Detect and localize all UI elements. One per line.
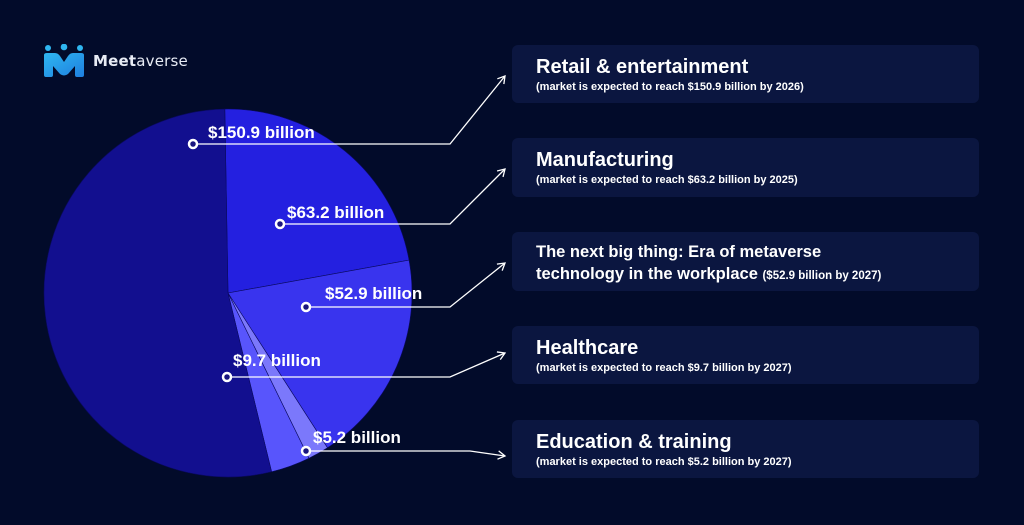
meetaverse-logo: Meetaverse	[43, 44, 188, 77]
pie-slice-0	[224, 108, 410, 294]
value-label: $150.9 billion	[208, 123, 315, 142]
logo-mark-icon	[44, 44, 84, 77]
value-label: $63.2 billion	[287, 203, 384, 222]
label-dot	[300, 445, 312, 457]
leader-line	[306, 262, 506, 308]
card-manufacturing: Manufacturing (market is expected to rea…	[512, 138, 979, 197]
leader-line	[193, 75, 506, 145]
card-subtitle: ($52.9 billion by 2027)	[762, 270, 882, 282]
card-title: Retail & entertainment	[536, 56, 749, 78]
leader-line	[306, 450, 506, 457]
value-label: $5.2 billion	[313, 428, 401, 447]
card-retail: Retail & entertainment (market is expect…	[512, 45, 979, 103]
label-dot	[274, 218, 286, 230]
label-dot	[187, 138, 199, 150]
arrowhead-icon	[497, 75, 506, 85]
card-education: Education & training (market is expected…	[512, 420, 979, 478]
card-subtitle: (market is expected to reach $9.7 billio…	[536, 362, 792, 374]
card-title: Manufacturing	[536, 149, 674, 171]
card-title: Education & training	[536, 431, 732, 453]
arrowhead-icon	[496, 168, 506, 178]
value-label: $9.7 billion	[233, 351, 321, 370]
card-subtitle: (market is expected to reach $150.9 bill…	[536, 81, 804, 93]
arrowhead-icon	[496, 351, 507, 361]
card-workplace: The next big thing: Era of metaverse tec…	[512, 232, 979, 291]
label-dot	[300, 301, 312, 313]
card-title: Healthcare	[536, 337, 639, 359]
card-healthcare: Healthcare (market is expected to reach …	[512, 326, 979, 384]
leader-line	[280, 168, 506, 225]
card-title-line1: The next big thing: Era of metaverse	[536, 243, 822, 261]
leader-line	[227, 352, 506, 378]
pie-slice-4	[43, 108, 272, 478]
arrowhead-icon	[497, 450, 507, 460]
arrowhead-icon	[496, 262, 506, 271]
card-subtitle: (market is expected to reach $63.2 billi…	[536, 174, 798, 186]
value-label: $52.9 billion	[325, 284, 422, 303]
brand-name: Meetaverse	[93, 51, 188, 70]
card-title-line2: technology in the workplace ($52.9 billi…	[536, 265, 882, 283]
card-subtitle: (market is expected to reach $5.2 billio…	[536, 456, 792, 468]
label-dot	[221, 371, 233, 383]
